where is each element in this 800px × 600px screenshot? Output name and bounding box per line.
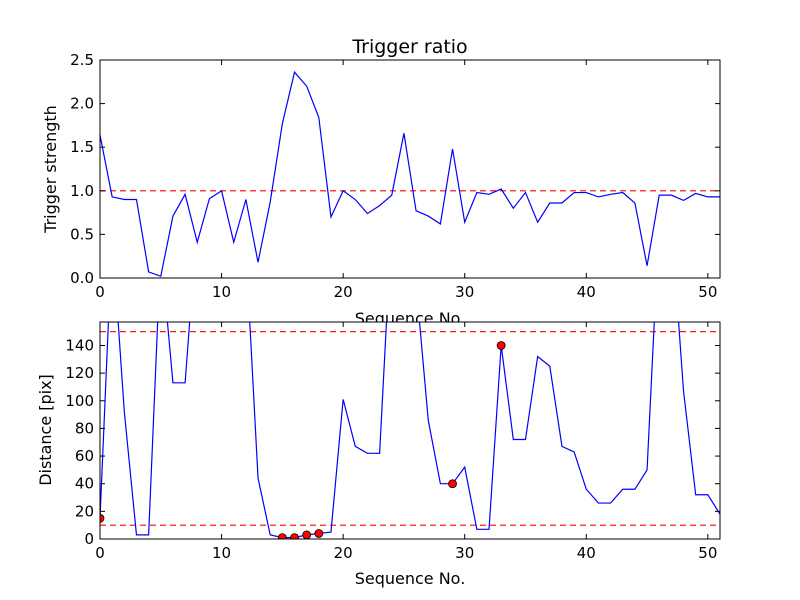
y-tick-label: 140 [65,336,94,354]
x-tick-label: 20 [334,283,353,301]
y-tick-label: 120 [65,364,94,382]
y-tick-label: 60 [75,447,94,465]
y-tick-label: 0.5 [70,225,94,243]
x-tick-label: 20 [334,544,353,562]
plot-area-frame [99,59,721,279]
chart-title: Trigger ratio [351,36,467,58]
distance-chart: 0 10 20 30 40 50 0 20 40 60 80 100 120 140 Sequence N… [36,321,721,588]
y-tick-label: 1.5 [70,138,94,156]
data-point-marker [302,530,312,539]
data-point-marker [290,533,299,539]
data-point-marker [448,479,457,489]
plot-area-frame [99,321,721,540]
y-tick-label: 2.0 [70,95,94,113]
x-tick-label: 30 [455,544,474,562]
y-tick-label: 0 [84,530,94,548]
y-tick-label: 40 [75,475,94,493]
y-tick-label: 0.0 [70,269,94,287]
data-point-marker [100,513,105,523]
trigger-ratio-chart: 0 10 20 30 40 50 0.0 0.5 1.0 1.5 2.0 2.5 Trigger ra… [41,36,721,328]
y-axis-label: Trigger strength [41,105,60,234]
x-tick-label: 50 [698,544,717,562]
series-line-0 [100,70,720,278]
x-axis-label: Sequence No. [355,569,466,588]
plot-area-background [100,322,720,539]
x-tick-label: 0 [95,283,105,301]
y-tick-label: 80 [75,419,94,437]
y-tick-label: 1.0 [70,182,94,200]
x-tick-label: 40 [577,283,596,301]
y-tick-label: 20 [75,502,94,520]
y-tick-label: 100 [65,392,94,410]
y-tick-label: 2.5 [70,51,94,69]
x-tick-label: 10 [212,544,231,562]
y-axis-label: Distance [pix] [36,374,55,486]
x-tick-label: 10 [212,283,231,301]
series-line-0 [100,322,720,539]
x-tick-label: 30 [455,283,474,301]
data-point-marker [277,533,287,539]
x-tick-label: 0 [95,544,105,562]
data-point-marker [314,529,324,538]
x-tick-label: 40 [577,544,596,562]
x-tick-label: 50 [698,283,717,301]
data-point-marker [496,341,506,350]
